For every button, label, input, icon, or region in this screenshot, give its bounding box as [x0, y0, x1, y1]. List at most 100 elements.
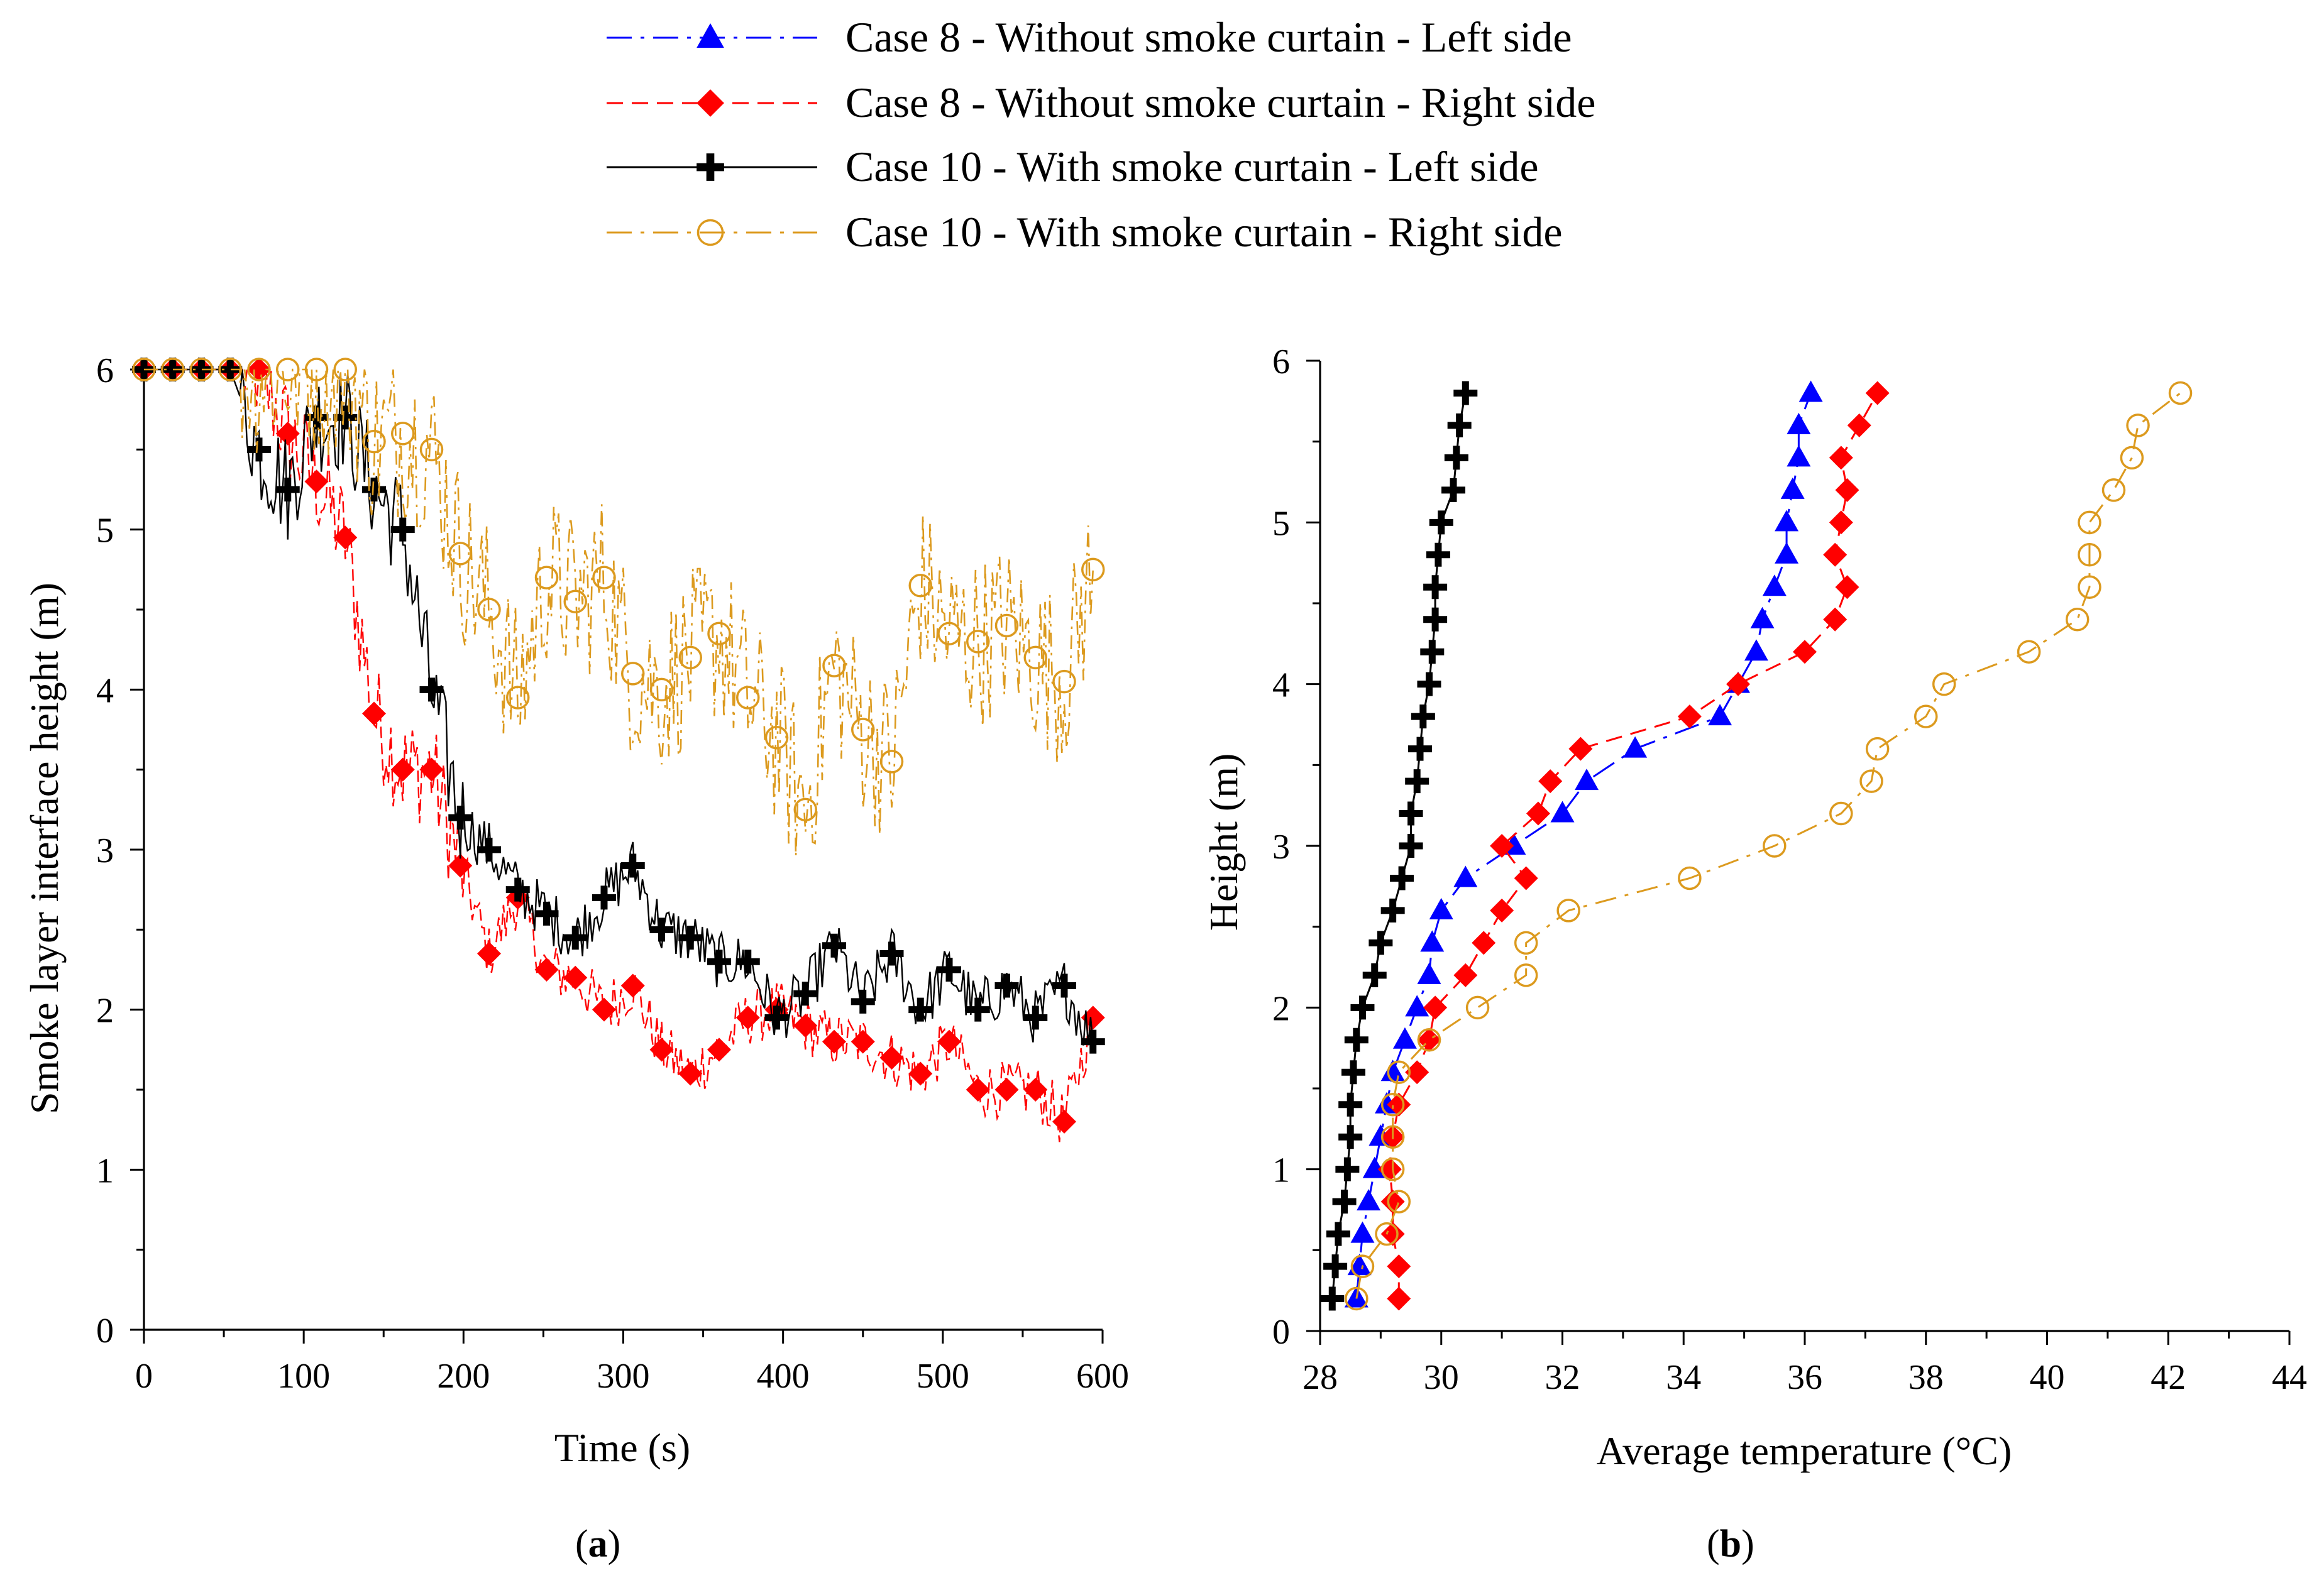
panel-b-point-circle	[1375, 1222, 1399, 1246]
panel-a-point-diamond	[477, 941, 501, 966]
panel-b-point-circle	[1865, 737, 1890, 761]
panel-b-y-tick-label: 2	[1272, 989, 1290, 1028]
legend-marker-plus	[697, 153, 724, 181]
panel-a-point-plus	[707, 950, 731, 974]
panel-a-point-circle	[707, 622, 731, 645]
panel-b-point-plus	[1420, 640, 1445, 664]
panel-b-point-diamond	[1423, 995, 1448, 1020]
panel-a-point-plus	[908, 997, 933, 1022]
panel-a-point-plus	[822, 933, 846, 958]
panel-b-x-tick-label: 42	[2151, 1358, 2186, 1397]
panel-a-y-tick-label: 1	[96, 1151, 114, 1190]
panel-a-point-diamond	[419, 757, 444, 782]
panel-b-line-circle	[1355, 392, 2181, 1299]
panel-b-point-diamond	[1526, 801, 1550, 826]
panel-b-point-triangle	[1392, 1027, 1417, 1049]
panel-b-point-circle	[2078, 543, 2101, 567]
panel-a-trace-circle	[144, 368, 1094, 857]
panel-b-point-triangle	[1405, 995, 1429, 1017]
panel-b-line-diamond	[1389, 392, 1878, 1299]
panel-b-point-plus	[1405, 769, 1429, 794]
panel-b-point-triangle	[1429, 897, 1453, 919]
panel-a-point-plus	[879, 941, 904, 966]
panel-a-x-tick-label: 400	[757, 1357, 810, 1396]
legend-marker-diamond	[697, 89, 724, 117]
panel-b-point-diamond	[1568, 737, 1593, 761]
panel-a-point-diamond	[793, 1014, 818, 1038]
panel-b-point-diamond	[1829, 510, 1853, 535]
panel-b-point-circle	[1932, 672, 1956, 696]
panel-a-point-plus	[534, 901, 559, 926]
panel-b-x-tick-label: 34	[1666, 1358, 1701, 1397]
panel-a-point-plus	[937, 958, 961, 982]
panel-b-point-plus	[1423, 575, 1448, 600]
panel-b-point-diamond	[1453, 963, 1478, 987]
panel-b-point-diamond	[1490, 898, 1514, 923]
panel-b-point-plus	[1444, 446, 1468, 470]
panel-b-y-axis-title: Height (m)	[1201, 753, 1246, 931]
panel-b-point-circle	[1380, 1125, 1405, 1149]
legend-marker-diamond	[697, 89, 724, 117]
panel-a-point-diamond	[735, 1005, 760, 1030]
panel-b-point-triangle	[1787, 412, 1811, 434]
panel-a-point-plus	[362, 478, 386, 501]
panel-a-y-tick-label: 0	[96, 1312, 114, 1350]
panel-b-point-triangle	[1775, 542, 1799, 564]
panel-a-point-diamond	[649, 1038, 674, 1062]
panel-a-x-axis-title: Time (s)	[554, 1425, 690, 1470]
panel-a-point-circle	[534, 566, 559, 589]
panel-a-point-diamond	[333, 525, 358, 550]
panel-a-point-diamond	[879, 1046, 904, 1070]
panel-b-point-triangle	[1775, 510, 1799, 532]
panel-b-point-circle	[1387, 1060, 1411, 1085]
panel-a-point-plus	[649, 917, 674, 942]
panel-b-point-diamond	[1835, 478, 1859, 502]
panel-a-point-plus	[851, 989, 875, 1014]
panel-a-point-plus	[275, 478, 300, 501]
panel-a-point-diamond	[678, 1061, 703, 1086]
panel-b-point-plus	[1380, 898, 1405, 923]
panel-b-point-diamond	[1835, 575, 1859, 600]
panel-b-point-circle	[1345, 1286, 1369, 1311]
panel-b-point-diamond	[1387, 1254, 1411, 1279]
panel-b-point-circle	[1380, 1157, 1405, 1181]
panel-a-series	[132, 358, 1105, 1142]
panel-b-x-tick-label: 40	[2030, 1358, 2065, 1397]
panel-a-point-diamond	[851, 1029, 875, 1054]
panel-b-point-triangle	[1550, 801, 1575, 823]
panel-a-point-diamond	[563, 965, 588, 990]
panel-b-letter: b	[1720, 1523, 1741, 1565]
panel-a-point-circle	[851, 718, 875, 742]
panel-a-y-axis-title: Smoke layer interface height (m)	[22, 583, 67, 1114]
panel-a-y-tick-label: 5	[96, 512, 114, 550]
panel-b-point-diamond	[1387, 1092, 1411, 1117]
panel-b-point-circle	[1914, 704, 1938, 728]
panel-a-point-circle	[908, 574, 932, 598]
panel-b-point-plus	[1453, 381, 1478, 405]
panel-a-point-circle	[276, 358, 300, 381]
panel-b-point-circle	[1514, 931, 1538, 955]
panel-b-point-triangle	[1623, 736, 1648, 758]
panel-b-x-tick-label: 30	[1424, 1358, 1459, 1397]
panel-a-point-diamond	[994, 1078, 1019, 1102]
panel-b-point-plus	[1411, 704, 1435, 729]
panel-a-point-plus	[505, 877, 530, 902]
panel-a-point-plus	[592, 885, 616, 910]
panel-b-point-circle	[1514, 963, 1538, 987]
panel-b-point-plus	[1338, 1125, 1363, 1149]
panel-b-label: (b)	[1707, 1523, 1754, 1565]
panel-b-x-tick-label: 28	[1302, 1358, 1338, 1397]
panel-a-y-tick-label: 4	[96, 671, 114, 710]
panel-a-point-circle	[1023, 645, 1047, 670]
panel-b-point-triangle	[1750, 606, 1775, 628]
panel-a-point-diamond	[448, 853, 473, 878]
panel-b-point-plus	[1323, 1254, 1348, 1279]
panel-a-y-tick-label: 3	[96, 831, 114, 870]
panel-b-x-tick-label: 32	[1545, 1358, 1580, 1397]
panel-a-point-plus	[477, 838, 501, 862]
legend-label-case10-left: Case 10 - With smoke curtain - Left side	[845, 143, 1539, 190]
panel-a-point-plus	[419, 677, 444, 702]
panel-b-point-plus	[1320, 1286, 1345, 1311]
